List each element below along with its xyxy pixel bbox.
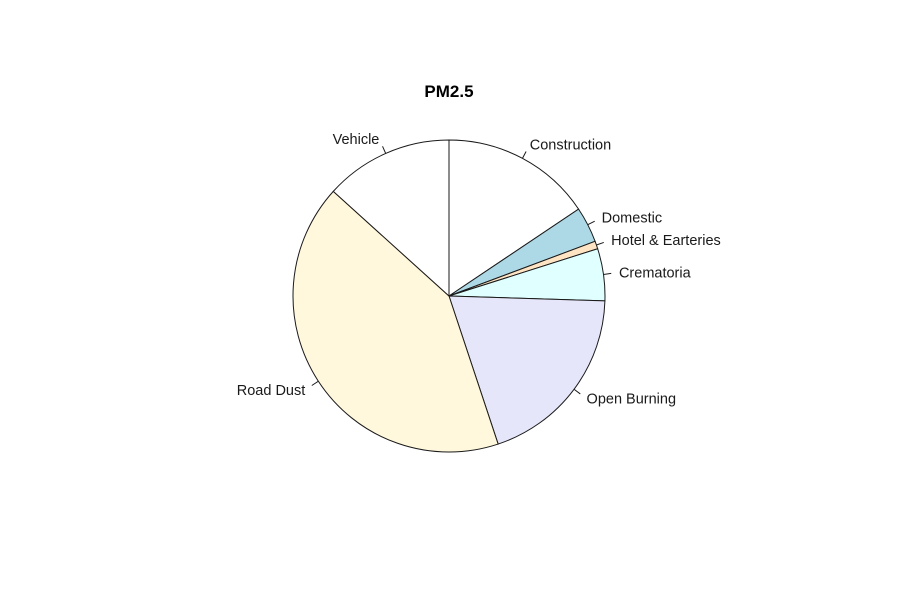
chart-title: PM2.5 [424, 82, 473, 101]
label-domestic: Domestic [602, 211, 662, 227]
slice-construction [448, 139, 580, 297]
label-construction: Construction [530, 138, 611, 154]
tick-vehicle [382, 146, 387, 154]
tick-crematoria [603, 272, 612, 275]
label-crematoria: Crematoria [619, 265, 692, 281]
label-hotel-and-earteries: Hotel & Earteries [611, 233, 721, 249]
pie-slices [292, 139, 606, 453]
tick-construction [521, 151, 527, 159]
label-vehicle: Vehicle [333, 132, 380, 148]
tick-domestic [587, 220, 595, 226]
slice-vehicle [332, 139, 450, 298]
tick-hotel-and-earteries [596, 241, 604, 246]
slice-open-burning [448, 295, 606, 445]
tick-road-dust [311, 380, 319, 386]
tick-open-burning [573, 388, 581, 395]
label-road-dust: Road Dust [237, 383, 306, 399]
pie-labels: Construction Domestic Hotel & Earteries Cre… [237, 132, 721, 407]
label-open-burning: Open Burning [587, 392, 676, 408]
